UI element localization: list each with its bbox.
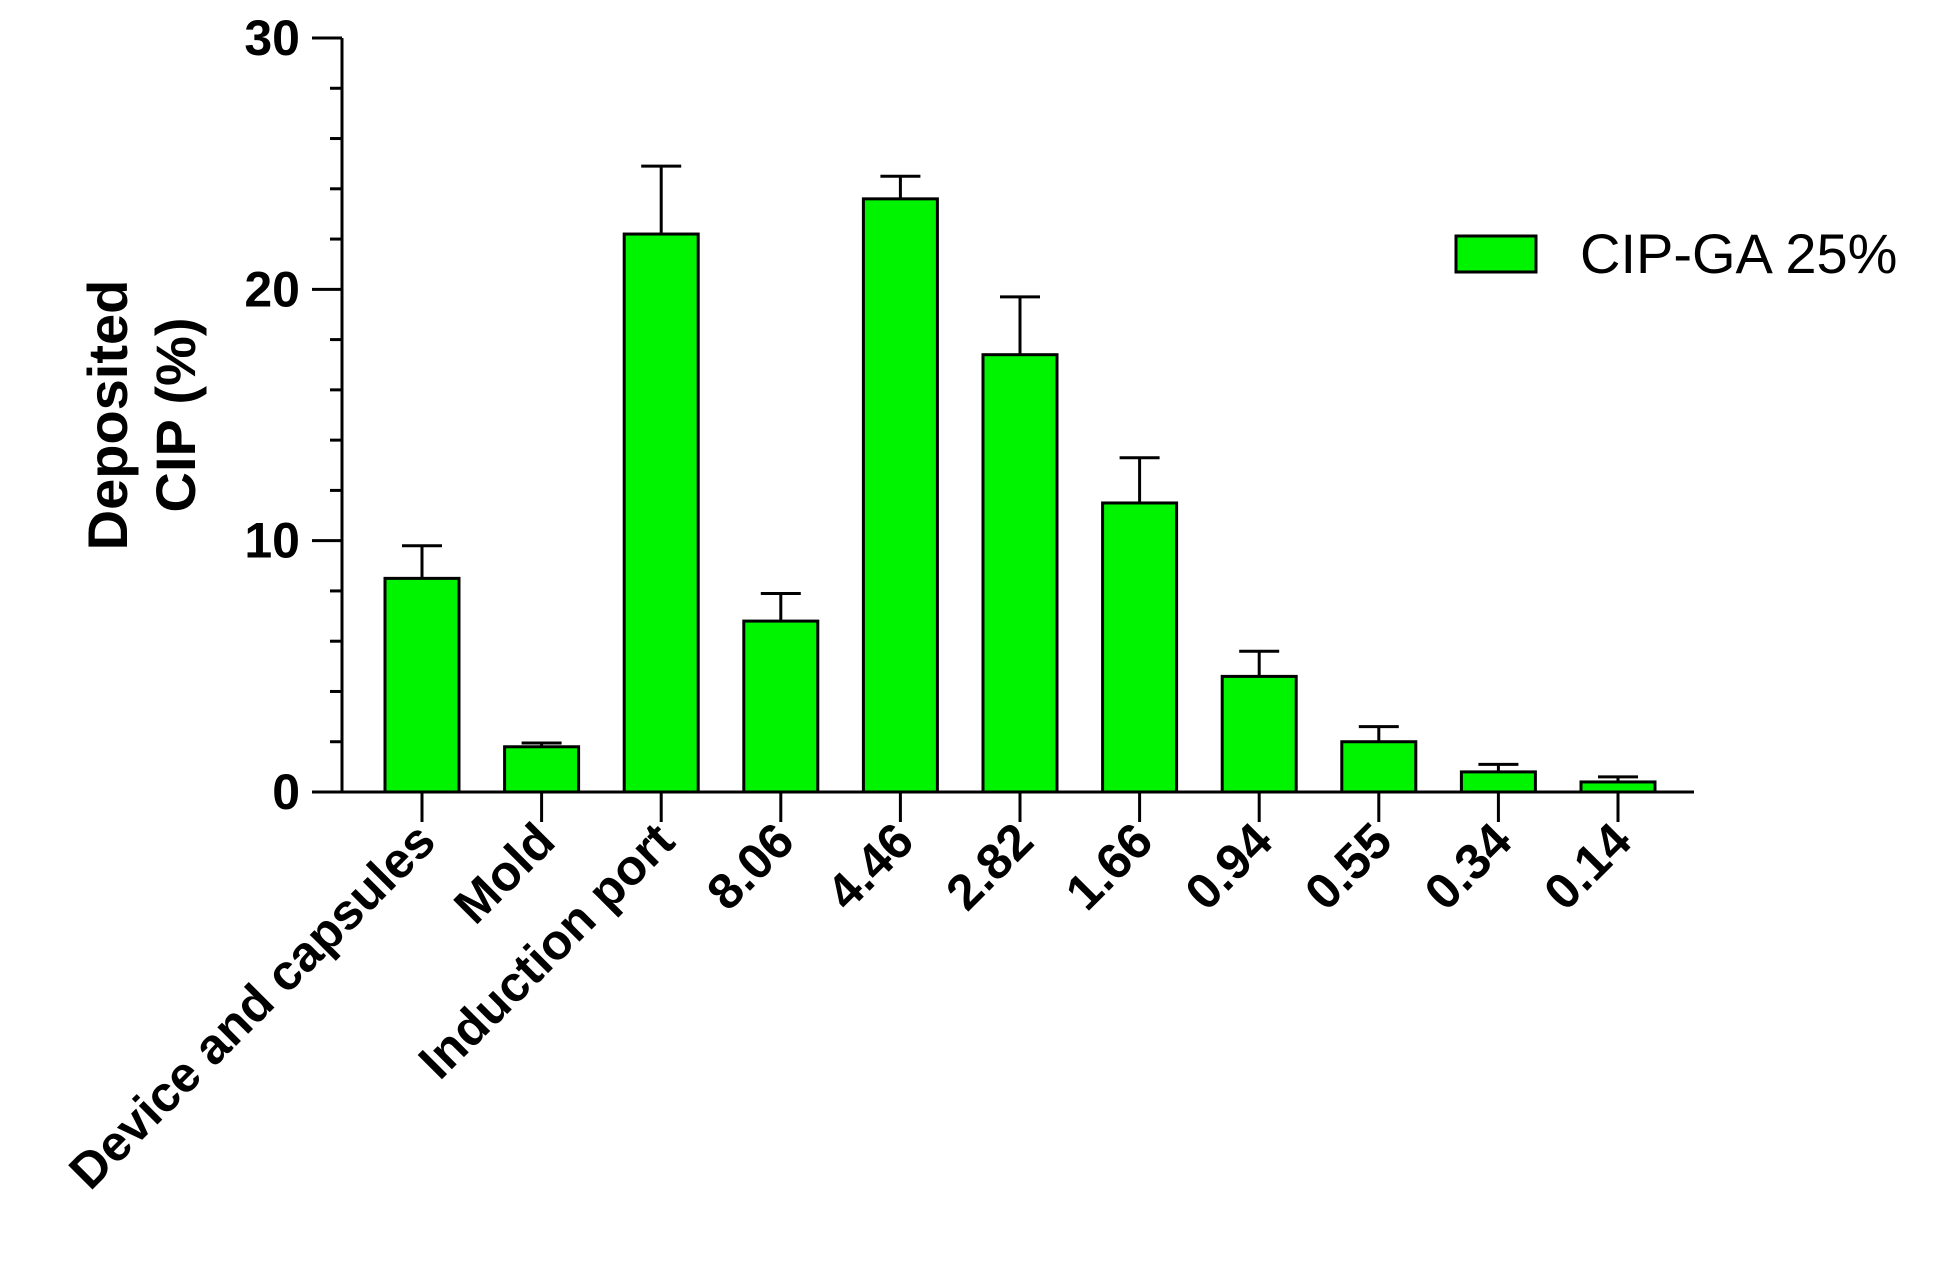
bar: [503, 745, 581, 794]
bar: [1101, 501, 1179, 794]
bar: [383, 576, 461, 794]
y-tick-label: 0: [272, 764, 300, 820]
legend-swatch: [1454, 234, 1538, 274]
y-axis-title-line-2: CIP (%): [144, 318, 207, 513]
y-axis-title: Deposited CIP (%): [76, 280, 207, 551]
x-tick-label: 0.14: [1533, 812, 1642, 921]
x-tick-label: 0.55: [1294, 812, 1402, 920]
bar: [981, 353, 1059, 794]
x-tick-label: 8.06: [696, 812, 804, 920]
x-tick-label: 0.34: [1414, 812, 1523, 921]
y-tick-label: 20: [244, 261, 300, 317]
y-axis-title-line-1: Deposited: [76, 280, 139, 551]
bar: [1340, 740, 1418, 794]
x-tick-label: Device and capsules: [58, 812, 445, 1199]
legend-label: CIP-GA 25%: [1580, 222, 1897, 285]
legend: CIP-GA 25%: [1454, 222, 1897, 285]
bar: [742, 619, 820, 794]
bar: [1459, 770, 1537, 794]
x-tick-label: 0.94: [1175, 812, 1284, 921]
bar: [1220, 674, 1298, 794]
bar: [622, 232, 700, 794]
x-tick-label: 2.82: [935, 812, 1043, 920]
x-tick-label: 4.46: [816, 812, 924, 920]
bar: [861, 197, 939, 794]
y-tick-label: 10: [244, 513, 300, 569]
y-tick-label: 30: [244, 10, 300, 66]
bar: [1579, 780, 1657, 794]
x-tick-label: 1.66: [1055, 812, 1163, 920]
